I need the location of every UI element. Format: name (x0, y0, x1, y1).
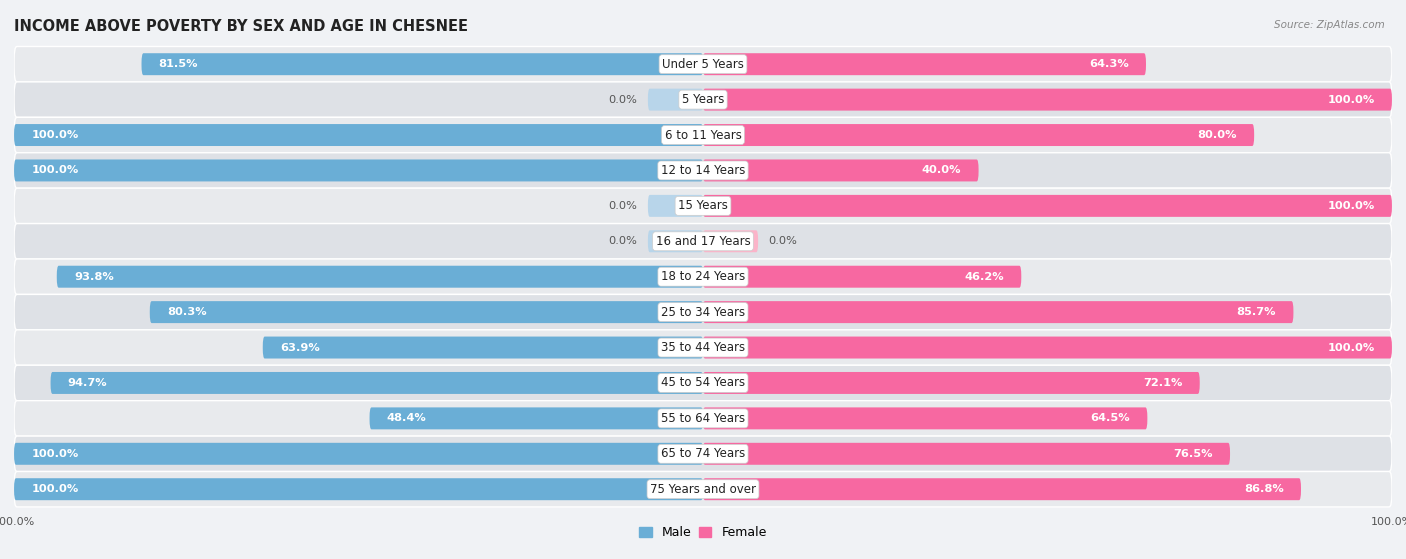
Text: 72.1%: 72.1% (1143, 378, 1182, 388)
Text: 6 to 11 Years: 6 to 11 Years (665, 129, 741, 141)
FancyBboxPatch shape (703, 230, 758, 252)
FancyBboxPatch shape (142, 53, 703, 75)
FancyBboxPatch shape (370, 408, 703, 429)
Text: 0.0%: 0.0% (609, 94, 637, 105)
Text: 0.0%: 0.0% (609, 236, 637, 247)
Text: 93.8%: 93.8% (75, 272, 114, 282)
Text: 35 to 44 Years: 35 to 44 Years (661, 341, 745, 354)
Text: Under 5 Years: Under 5 Years (662, 58, 744, 70)
FancyBboxPatch shape (14, 401, 1392, 436)
Text: 100.0%: 100.0% (31, 449, 79, 459)
FancyBboxPatch shape (703, 372, 1199, 394)
Text: 12 to 14 Years: 12 to 14 Years (661, 164, 745, 177)
Text: 80.3%: 80.3% (167, 307, 207, 317)
Text: 86.8%: 86.8% (1244, 484, 1284, 494)
FancyBboxPatch shape (703, 443, 1230, 465)
Text: 46.2%: 46.2% (965, 272, 1004, 282)
FancyBboxPatch shape (14, 479, 703, 500)
FancyBboxPatch shape (14, 82, 1392, 117)
FancyBboxPatch shape (150, 301, 703, 323)
Text: 80.0%: 80.0% (1198, 130, 1237, 140)
Text: 100.0%: 100.0% (1327, 94, 1375, 105)
FancyBboxPatch shape (703, 408, 1147, 429)
FancyBboxPatch shape (703, 337, 1392, 358)
FancyBboxPatch shape (14, 436, 1392, 471)
FancyBboxPatch shape (703, 195, 1392, 217)
Text: 76.5%: 76.5% (1174, 449, 1213, 459)
Text: 100.0%: 100.0% (31, 130, 79, 140)
FancyBboxPatch shape (648, 230, 703, 252)
FancyBboxPatch shape (14, 153, 1392, 188)
FancyBboxPatch shape (14, 224, 1392, 259)
Text: 64.5%: 64.5% (1091, 413, 1130, 423)
Text: 15 Years: 15 Years (678, 200, 728, 212)
FancyBboxPatch shape (703, 89, 1392, 111)
FancyBboxPatch shape (14, 124, 703, 146)
FancyBboxPatch shape (14, 365, 1392, 401)
Text: 55 to 64 Years: 55 to 64 Years (661, 412, 745, 425)
FancyBboxPatch shape (14, 443, 703, 465)
Text: 48.4%: 48.4% (387, 413, 426, 423)
FancyBboxPatch shape (56, 266, 703, 288)
FancyBboxPatch shape (703, 301, 1294, 323)
Text: INCOME ABOVE POVERTY BY SEX AND AGE IN CHESNEE: INCOME ABOVE POVERTY BY SEX AND AGE IN C… (14, 19, 468, 34)
Text: 81.5%: 81.5% (159, 59, 198, 69)
Text: 85.7%: 85.7% (1237, 307, 1277, 317)
Text: 100.0%: 100.0% (31, 165, 79, 176)
Text: 18 to 24 Years: 18 to 24 Years (661, 270, 745, 283)
Text: 16 and 17 Years: 16 and 17 Years (655, 235, 751, 248)
Text: 0.0%: 0.0% (769, 236, 797, 247)
FancyBboxPatch shape (14, 117, 1392, 153)
Text: 63.9%: 63.9% (280, 343, 319, 353)
FancyBboxPatch shape (14, 46, 1392, 82)
Text: 64.3%: 64.3% (1090, 59, 1129, 69)
Text: 0.0%: 0.0% (609, 201, 637, 211)
FancyBboxPatch shape (648, 195, 703, 217)
FancyBboxPatch shape (703, 159, 979, 182)
Text: 75 Years and over: 75 Years and over (650, 483, 756, 496)
FancyBboxPatch shape (648, 89, 703, 111)
Text: 45 to 54 Years: 45 to 54 Years (661, 376, 745, 390)
Text: 40.0%: 40.0% (922, 165, 962, 176)
FancyBboxPatch shape (703, 124, 1254, 146)
Text: Source: ZipAtlas.com: Source: ZipAtlas.com (1274, 20, 1385, 30)
Text: 25 to 34 Years: 25 to 34 Years (661, 306, 745, 319)
FancyBboxPatch shape (703, 266, 1021, 288)
FancyBboxPatch shape (14, 159, 703, 182)
Text: 94.7%: 94.7% (67, 378, 107, 388)
Text: 100.0%: 100.0% (31, 484, 79, 494)
FancyBboxPatch shape (263, 337, 703, 358)
FancyBboxPatch shape (14, 259, 1392, 295)
Text: 100.0%: 100.0% (1327, 343, 1375, 353)
Text: 5 Years: 5 Years (682, 93, 724, 106)
Text: 100.0%: 100.0% (1327, 201, 1375, 211)
Text: 65 to 74 Years: 65 to 74 Years (661, 447, 745, 460)
FancyBboxPatch shape (51, 372, 703, 394)
FancyBboxPatch shape (703, 53, 1146, 75)
Legend: Male, Female: Male, Female (634, 521, 772, 544)
FancyBboxPatch shape (14, 330, 1392, 365)
FancyBboxPatch shape (703, 479, 1301, 500)
FancyBboxPatch shape (14, 295, 1392, 330)
FancyBboxPatch shape (14, 471, 1392, 507)
FancyBboxPatch shape (14, 188, 1392, 224)
